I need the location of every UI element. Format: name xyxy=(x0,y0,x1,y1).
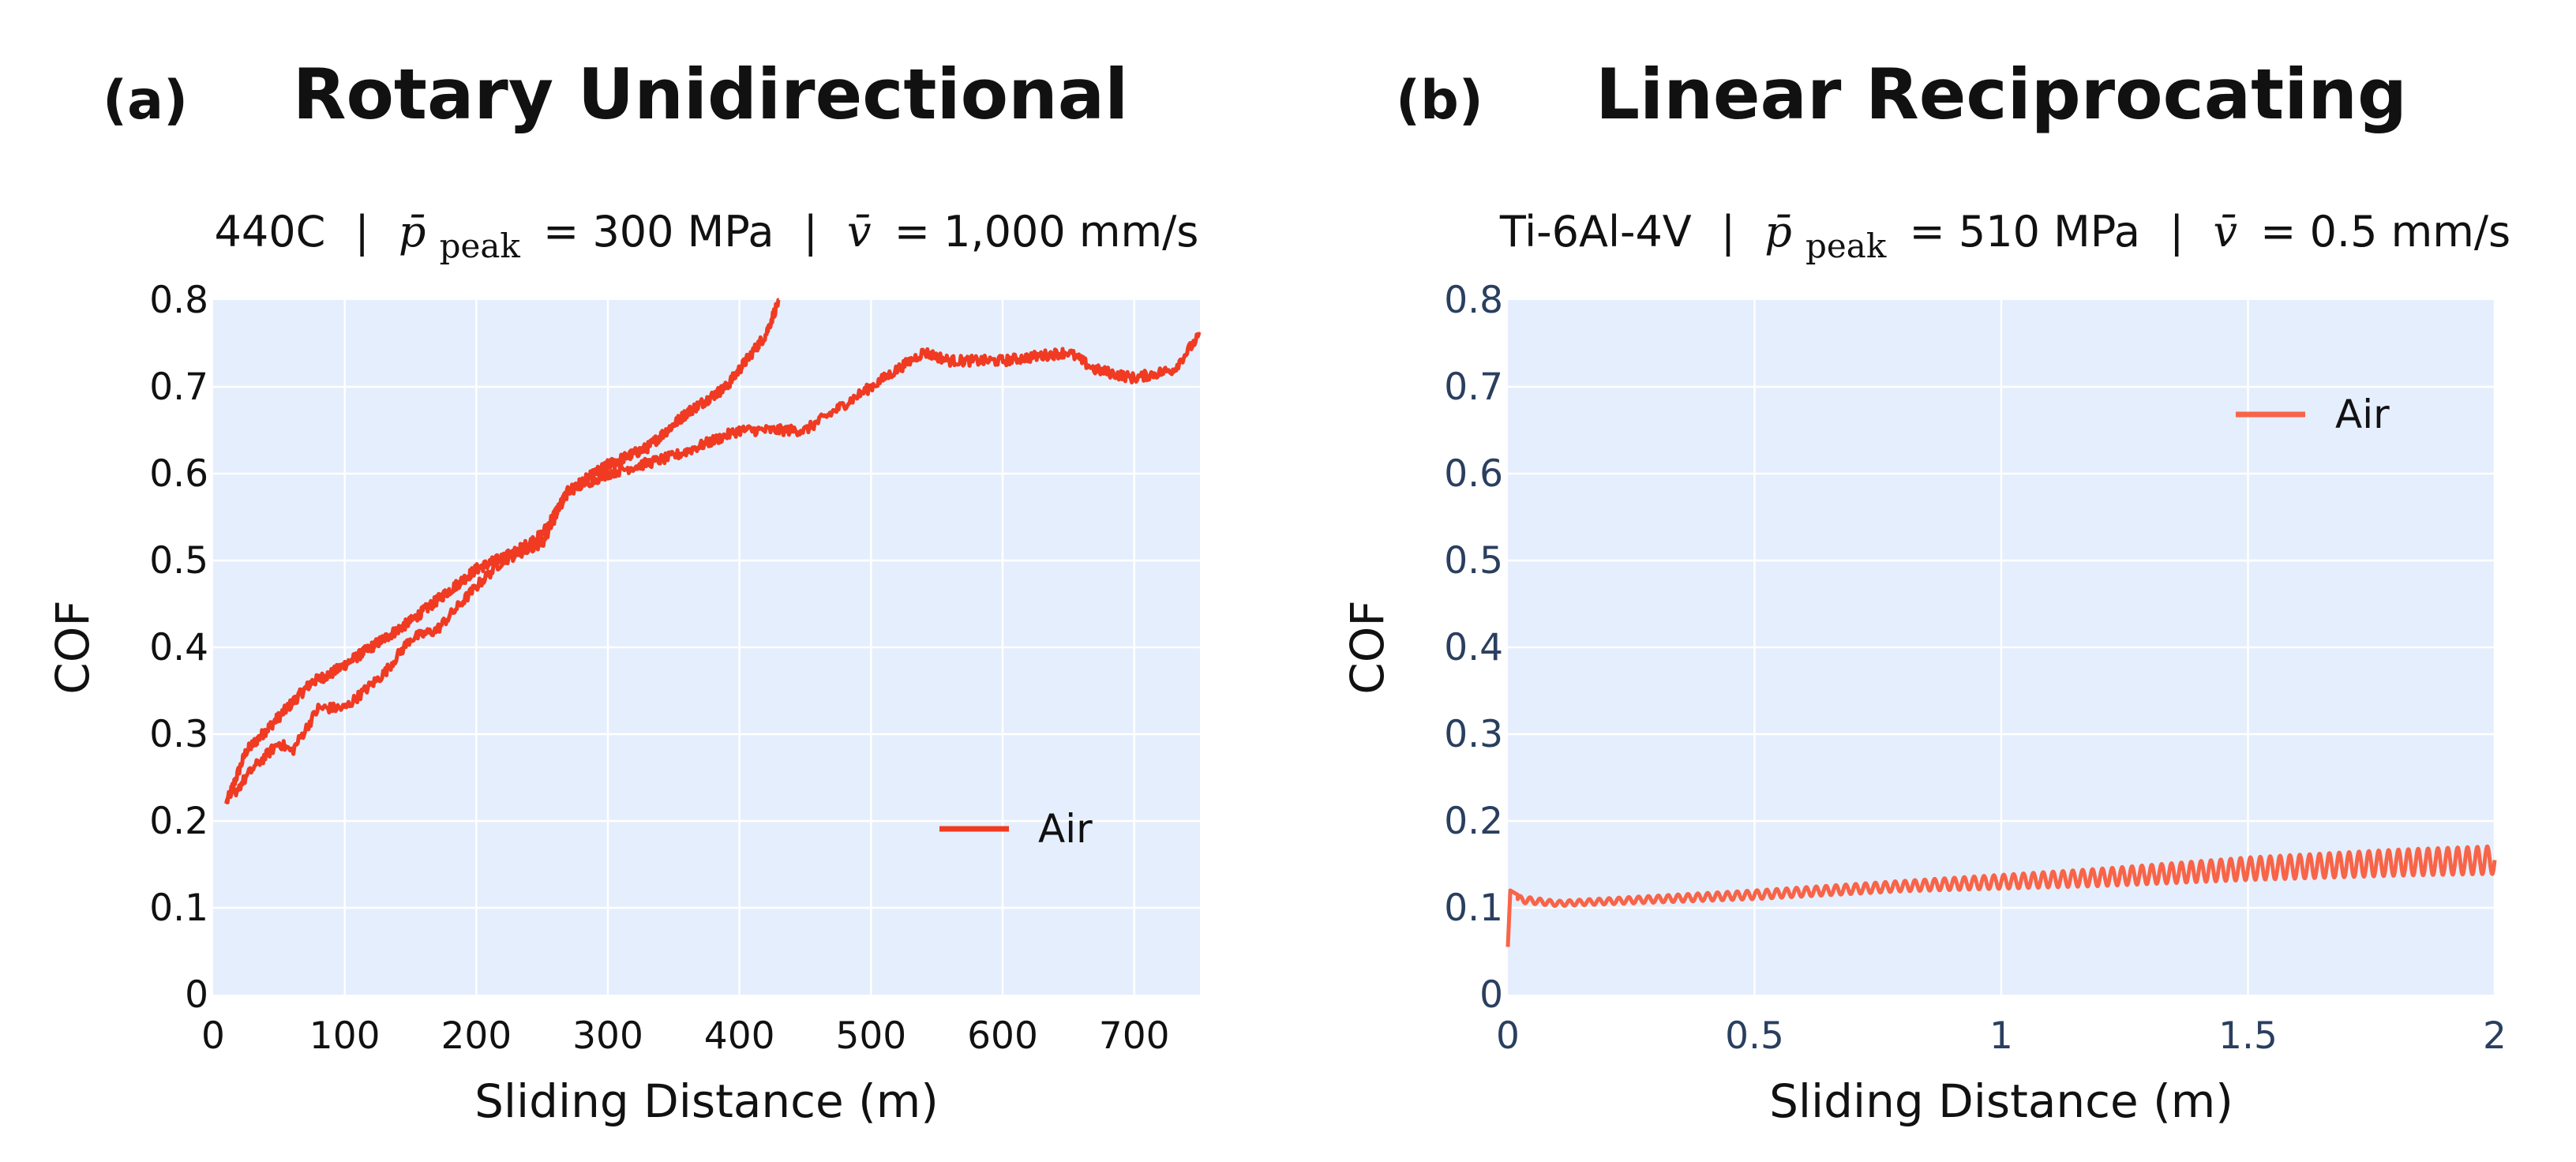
panel-b-y-tick-label: 0.8 xyxy=(1444,279,1503,322)
panel-a-p-value: = 300 MPa xyxy=(543,207,774,257)
panel-a-y-tick-label: 0.2 xyxy=(149,800,208,843)
panel-a-x-tick-label: 0 xyxy=(201,1014,225,1058)
panel-a-x-tick-label: 600 xyxy=(967,1014,1038,1058)
panel-b-v-symbol: v̄ xyxy=(2213,207,2237,257)
panel-a-material: 440C xyxy=(215,207,326,257)
panel-b-x-tick-label: 1 xyxy=(1989,1014,2013,1058)
panel-b-sep-2: | xyxy=(2169,207,2184,257)
panel-a-y-tick-label: 0.3 xyxy=(149,713,208,756)
panel-b-x-tick-label: 1.5 xyxy=(2218,1014,2278,1058)
panel-b-x-tick-label: 2 xyxy=(2483,1014,2507,1058)
panel-a-v-value: = 1,000 mm/s xyxy=(894,207,1199,257)
panel-b-y-axis-title: COF xyxy=(1340,600,1394,695)
panel-b-series-group xyxy=(1505,844,2497,947)
panel-a-v-symbol: v̄ xyxy=(847,207,872,257)
panel-b-x-tick-label: 0 xyxy=(1496,1014,1520,1058)
panel-b-series-air xyxy=(1505,844,2497,947)
panel-a-x-axis-title: Sliding Distance (m) xyxy=(474,1074,939,1128)
panel-b-p-value: = 510 MPa xyxy=(1909,207,2139,257)
panel-a-x-tick-label: 500 xyxy=(835,1014,906,1058)
panel-a-x-ticks: 0 100 200 300 400 500 600 700 xyxy=(201,1014,1169,1058)
panel-b-y-tick-label: 0.4 xyxy=(1444,626,1503,669)
panel-a-y-tick-label: 0.4 xyxy=(149,626,208,669)
panel-b-x-axis-title: Sliding Distance (m) xyxy=(1769,1074,2233,1128)
panel-a-y-tick-label: 0.1 xyxy=(149,886,208,930)
panel-b-p-sub: peak xyxy=(1805,227,1887,265)
panel-a-y-axis-title: COF xyxy=(46,600,99,695)
panel-a-sep-1: | xyxy=(355,207,369,257)
panel-b-gridlines xyxy=(1508,300,2496,995)
panel-b-x-tick-label: 0.5 xyxy=(1725,1014,1784,1058)
panel-a-title: Rotary Unidirectional xyxy=(293,54,1129,135)
panel-b-y-tick-label: 0.2 xyxy=(1444,800,1503,843)
panel-a-x-tick-label: 300 xyxy=(572,1014,643,1058)
panel-a-y-tick-label: 0.8 xyxy=(149,279,208,322)
panel-b-y-tick-label: 0.6 xyxy=(1444,452,1503,496)
panel-a-y-tick-label: 0 xyxy=(185,973,208,1017)
panel-a: (a) Rotary Unidirectional 440C | p̄ peak… xyxy=(46,54,1202,1128)
panel-b-sep-1: | xyxy=(1721,207,1735,257)
panel-b-title: Linear Reciprocating xyxy=(1595,54,2407,135)
panel-a-subtitle: 440C | p̄ peak = 300 MPa | v̄ = 1,000 mm… xyxy=(215,207,1199,268)
panel-b-p-symbol: p̄ xyxy=(1764,207,1792,257)
panel-b-x-ticks: 0 0.5 1 1.5 2 xyxy=(1496,1014,2507,1058)
panel-b-label: (b) xyxy=(1396,69,1483,132)
panel-b: (b) Linear Reciprocating Ti-6Al-4V | p̄ … xyxy=(1340,54,2510,1128)
panel-a-x-tick-label: 400 xyxy=(704,1014,775,1058)
panel-a-y-ticks: 0 0.1 0.2 0.3 0.4 0.5 0.6 0.7 0.8 xyxy=(149,279,208,1017)
panel-b-y-tick-label: 0.7 xyxy=(1444,365,1503,409)
panel-b-material: Ti-6Al-4V xyxy=(1499,207,1692,257)
panel-a-p-sub: peak xyxy=(440,227,521,265)
panel-b-subtitle: Ti-6Al-4V | p̄ peak = 510 MPa | v̄ = 0.5… xyxy=(1499,207,2510,268)
panel-a-legend-label: Air xyxy=(1038,806,1093,852)
panel-b-y-ticks: 0 0.1 0.2 0.3 0.4 0.5 0.6 0.7 0.8 xyxy=(1444,279,1503,1017)
panel-b-y-tick-label: 0.3 xyxy=(1444,713,1503,756)
panel-b-legend[interactable]: Air xyxy=(2236,392,2390,437)
panel-b-y-tick-label: 0.5 xyxy=(1444,539,1503,583)
panel-a-x-tick-label: 100 xyxy=(309,1014,381,1058)
panel-a-gridlines xyxy=(213,300,1200,995)
panel-a-legend[interactable]: Air xyxy=(939,806,1093,852)
panel-a-y-tick-label: 0.6 xyxy=(149,452,208,496)
panel-b-y-tick-label: 0 xyxy=(1479,973,1503,1017)
panel-a-p-symbol: p̄ xyxy=(399,207,426,257)
panel-a-y-tick-label: 0.7 xyxy=(149,365,208,409)
panel-b-v-value: = 0.5 mm/s xyxy=(2260,207,2510,257)
panel-a-series-air-2 xyxy=(224,332,1202,804)
panel-a-x-tick-label: 700 xyxy=(1099,1014,1170,1058)
panel-b-y-tick-label: 0.1 xyxy=(1444,886,1503,930)
panel-a-x-tick-label: 200 xyxy=(441,1014,512,1058)
panel-a-series-group xyxy=(224,298,1202,804)
panel-a-y-tick-label: 0.5 xyxy=(149,539,208,583)
panel-a-label: (a) xyxy=(103,69,188,132)
panel-a-sep-2: | xyxy=(804,207,818,257)
panel-b-legend-label: Air xyxy=(2335,392,2390,437)
